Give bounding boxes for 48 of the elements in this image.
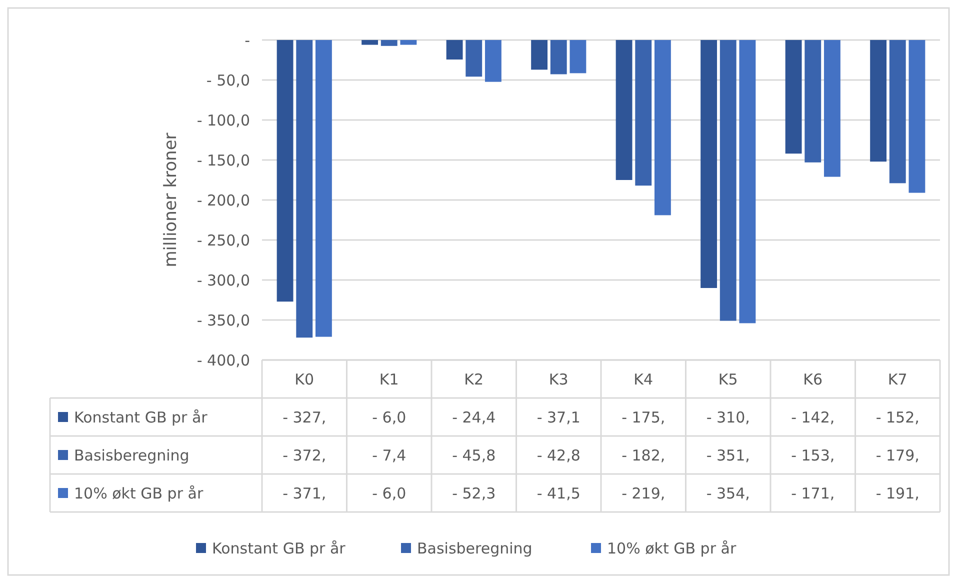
y-tick-label: - 50,0 [206, 71, 250, 90]
data-label: - 153, [791, 446, 835, 464]
data-label: - 171, [791, 484, 835, 502]
data-label: - 371, [282, 484, 326, 502]
data-label: - 41,5 [536, 484, 580, 502]
x-tick-label: K6 [803, 370, 823, 388]
y-tick-label: - 300,0 [196, 271, 250, 290]
x-tick-label: K2 [464, 370, 484, 388]
legend-label: Konstant GB pr år [74, 408, 208, 426]
data-label: - 6,0 [372, 484, 406, 502]
x-tick-label: K0 [294, 370, 314, 388]
data-label: - 175, [622, 408, 666, 426]
data-label: - 52,3 [452, 484, 496, 502]
x-tick-label: K5 [718, 370, 738, 388]
y-tick-label: - 350,0 [196, 311, 250, 330]
x-tick-label: K3 [548, 370, 568, 388]
y-tick-label: - 200,0 [196, 191, 250, 210]
legend-label: 10% økt GB pr år [74, 484, 204, 502]
y-tick-label: - 400,0 [196, 351, 250, 370]
text: Konstant GB pr år [212, 539, 346, 558]
legend-label: Basisberegning [74, 446, 190, 464]
y-tick-label: - 250,0 [196, 231, 250, 250]
data-label: - 179, [876, 446, 920, 464]
data-label: - 7,4 [372, 446, 406, 464]
y-tick-label: - 100,0 [196, 111, 250, 130]
x-tick-label: K7 [888, 370, 908, 388]
data-label: - 24,4 [452, 408, 496, 426]
data-label: - 152, [876, 408, 920, 426]
data-label: - 372, [282, 446, 326, 464]
data-label: - 327, [282, 408, 326, 426]
data-label: - 191, [876, 484, 920, 502]
x-tick-label: K4 [634, 370, 654, 388]
data-label: - 6,0 [372, 408, 406, 426]
data-label: - 37,1 [536, 408, 580, 426]
data-label: - 182, [622, 446, 666, 464]
text: Basisberegning [417, 539, 532, 558]
data-label: - 45,8 [452, 446, 496, 464]
text: 10% økt GB pr år [607, 539, 736, 558]
data-label: - 351, [706, 446, 750, 464]
y-axis-title: millioner kroner [161, 132, 181, 268]
data-label: - 219, [622, 484, 666, 502]
y-tick-label: - [244, 31, 250, 50]
data-label: - 354, [706, 484, 750, 502]
y-tick-label: - 150,0 [196, 151, 250, 170]
data-label: - 42,8 [536, 446, 580, 464]
data-label: - 310, [706, 408, 750, 426]
x-tick-label: K1 [379, 370, 399, 388]
data-label: - 142, [791, 408, 835, 426]
